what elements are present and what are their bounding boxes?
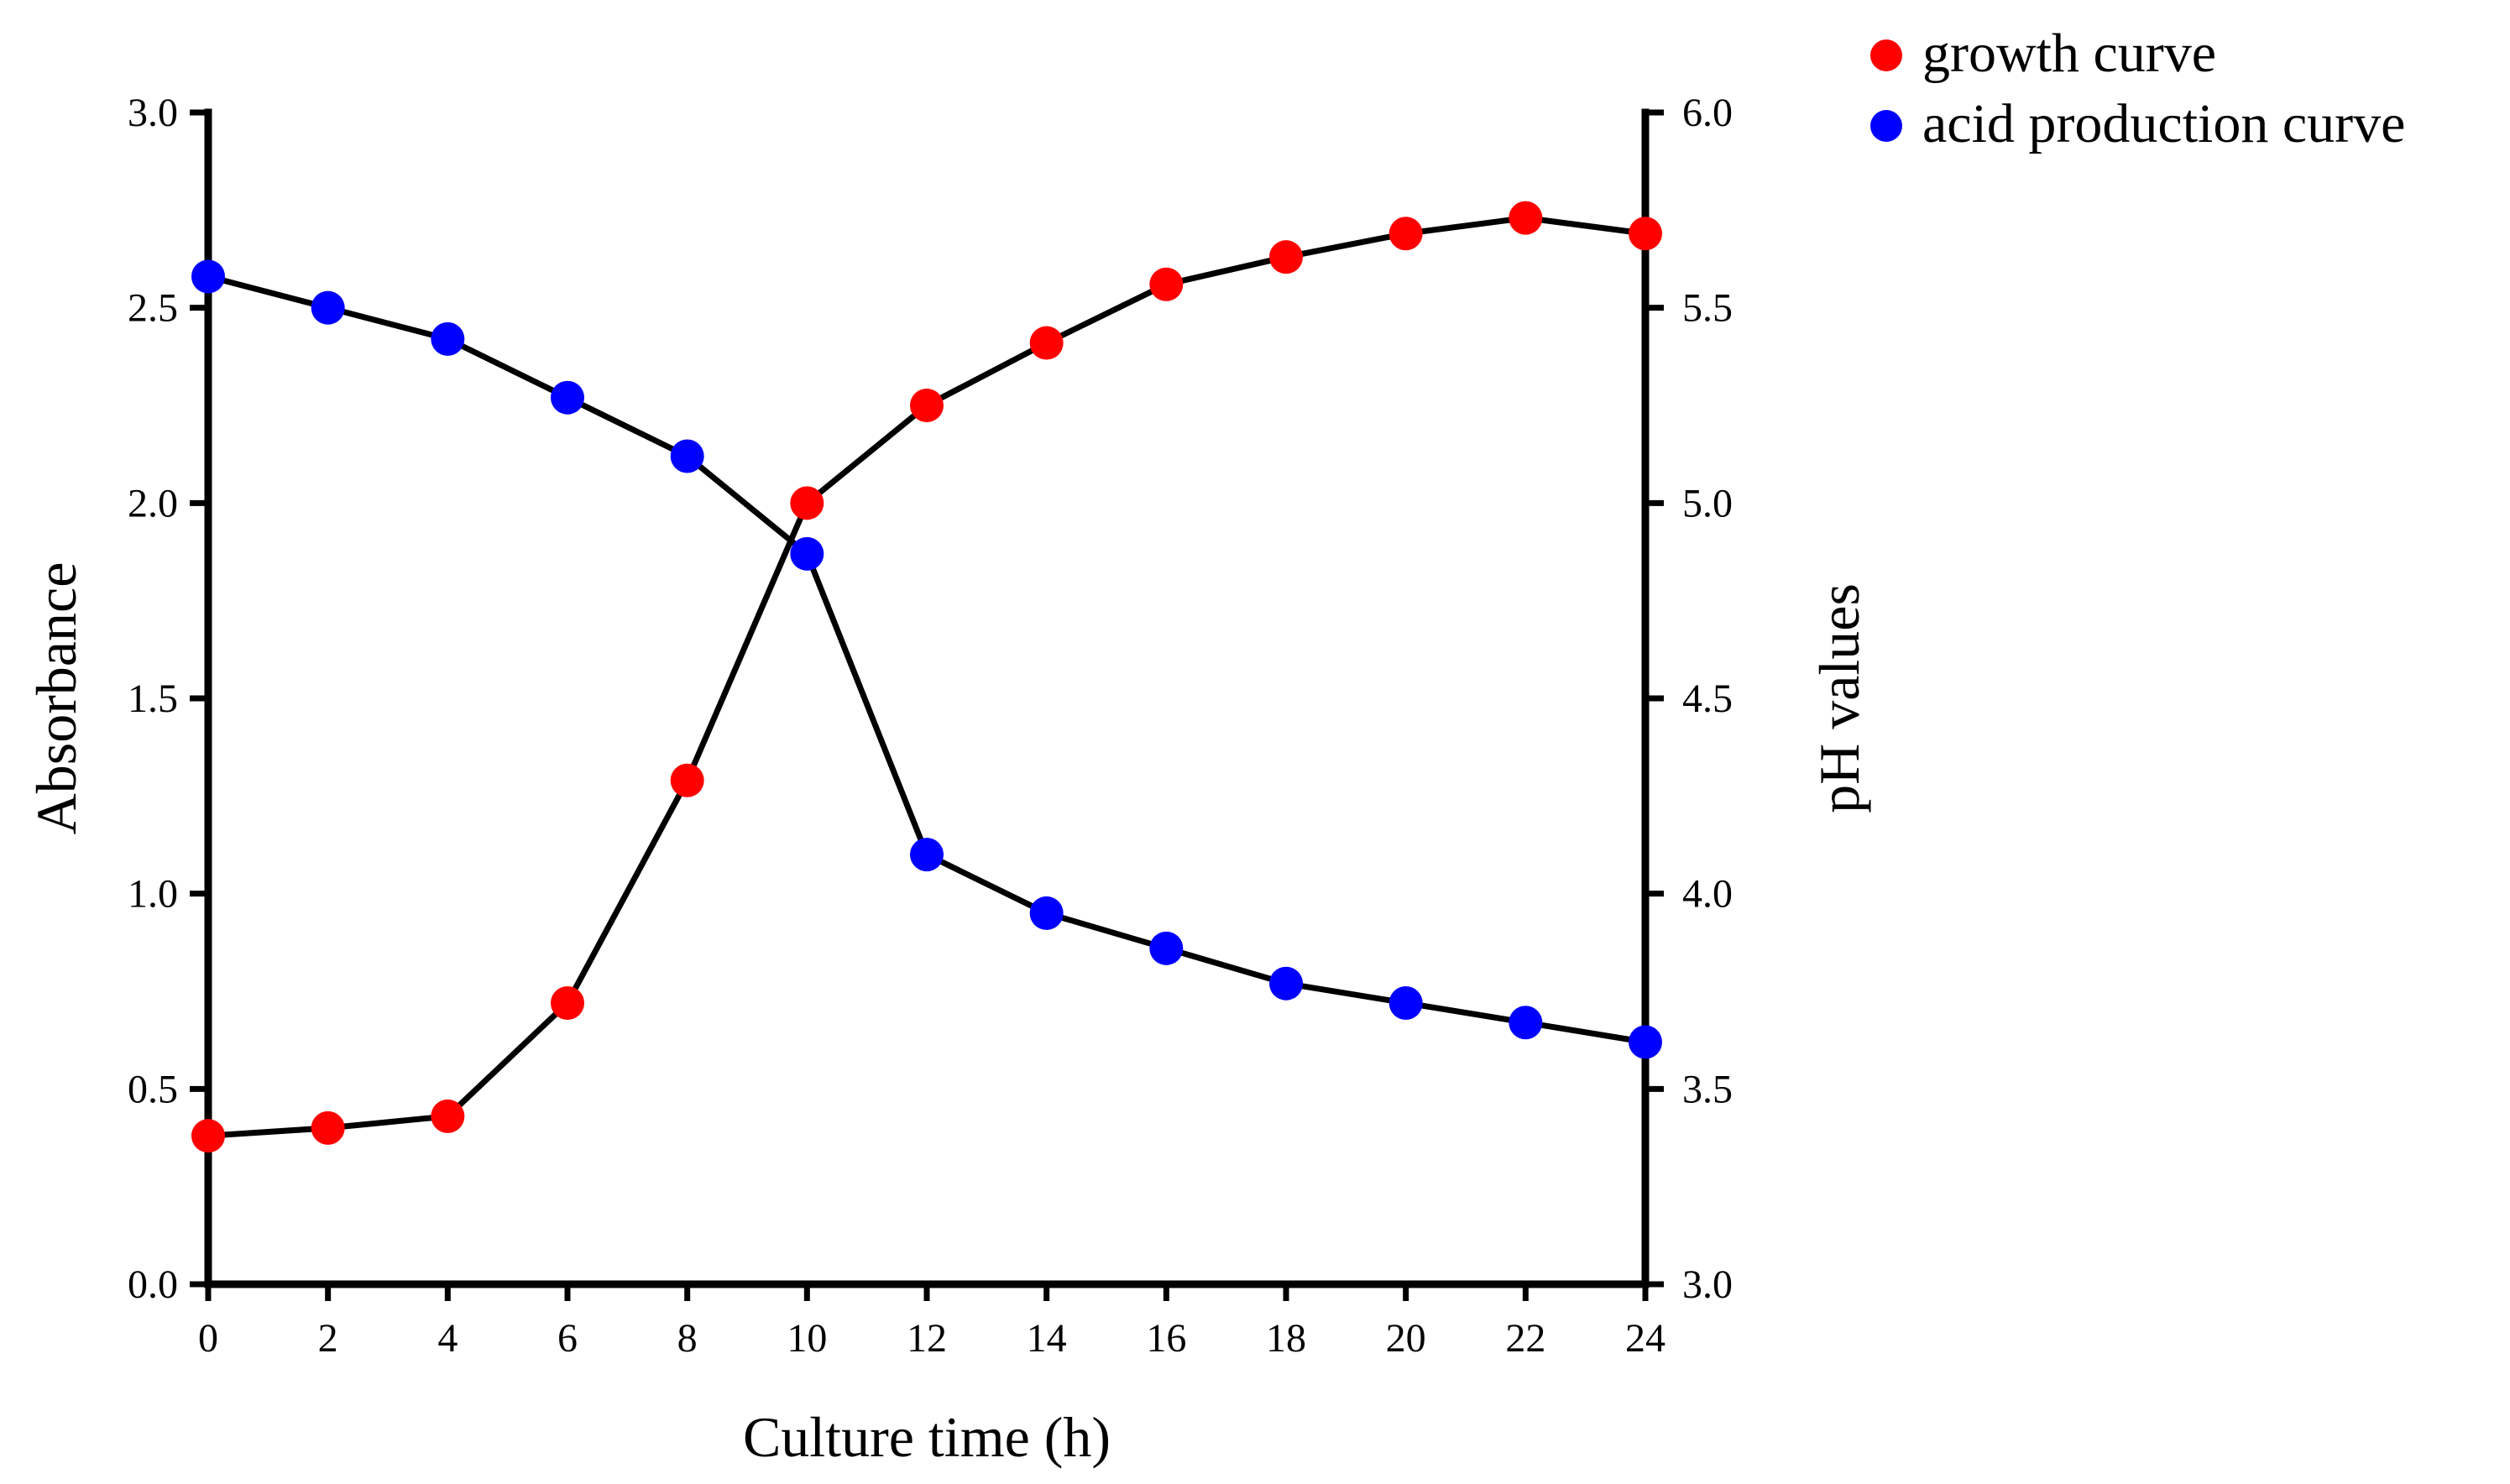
- legend-marker-growth-curve: [1870, 39, 1902, 71]
- x-tick-label: 12: [907, 1316, 947, 1361]
- data-point-acid-production-curve: [191, 259, 225, 294]
- data-point-acid-production-curve: [431, 321, 465, 356]
- x-tick-label: 8: [677, 1316, 698, 1361]
- series-points: [191, 201, 1662, 1153]
- left-y-tick-label: 2.0: [128, 481, 178, 525]
- legend-label-growth-curve: growth curve: [1922, 23, 2216, 84]
- x-tick-label: 16: [1146, 1316, 1186, 1361]
- data-point-acid-production-curve: [790, 536, 824, 571]
- data-point-acid-production-curve: [670, 439, 704, 473]
- series-line-growth-curve: [207, 215, 1646, 1139]
- data-point-acid-production-curve: [1509, 1006, 1543, 1040]
- x-tick-label: 0: [198, 1316, 218, 1361]
- x-tick-label: 20: [1386, 1316, 1426, 1361]
- x-axis-title: Culture time (h): [743, 1405, 1111, 1469]
- data-point-growth-curve: [1388, 217, 1423, 251]
- legend-label-acid-production-curve: acid production curve: [1922, 93, 2405, 154]
- x-tick-label: 10: [787, 1316, 827, 1361]
- right-y-tick-label: 4.5: [1682, 677, 1733, 721]
- data-point-acid-production-curve: [551, 380, 584, 415]
- axes: [204, 108, 1650, 1288]
- data-point-acid-production-curve: [1149, 931, 1184, 965]
- right-y-tick-label: 5.0: [1682, 481, 1733, 525]
- data-point-acid-production-curve: [910, 838, 944, 872]
- legend-marker-acid-production-curve: [1870, 110, 1902, 142]
- data-point-growth-curve: [1029, 326, 1064, 360]
- left-y-tick-label: 3.0: [128, 91, 178, 135]
- right-y-ticks: 3.0 3.5 4.0 4.5 5.0 5.5 6.0: [1645, 91, 1733, 1307]
- data-point-growth-curve: [1629, 217, 1662, 251]
- x-tick-label: 4: [437, 1316, 458, 1361]
- series-lines: [207, 215, 1646, 1139]
- legend-item-growth-curve: growth curve: [1870, 23, 2216, 84]
- data-point-growth-curve: [790, 486, 824, 520]
- data-point-growth-curve: [1509, 201, 1543, 235]
- data-point-growth-curve: [670, 763, 704, 797]
- right-y-tick-label: 6.0: [1682, 91, 1733, 135]
- left-y-tick-label: 2.5: [128, 286, 178, 331]
- data-point-acid-production-curve: [1388, 985, 1423, 1020]
- left-y-tick-label: 0.0: [128, 1262, 178, 1307]
- data-point-acid-production-curve: [1629, 1025, 1662, 1059]
- right-y-tick-label: 3.5: [1682, 1067, 1733, 1111]
- x-tick-label: 2: [318, 1316, 338, 1361]
- right-y-tick-label: 3.0: [1682, 1262, 1733, 1307]
- x-tick-label: 6: [557, 1316, 578, 1361]
- data-point-acid-production-curve: [311, 290, 345, 325]
- right-y-axis-title: pH values: [1807, 583, 1871, 813]
- legend-item-acid-production-curve: acid production curve: [1870, 93, 2405, 154]
- left-y-tick-label: 0.5: [128, 1067, 178, 1111]
- left-y-tick-label: 1.0: [128, 872, 178, 917]
- left-y-tick-label: 1.5: [128, 677, 178, 721]
- data-point-growth-curve: [1269, 240, 1303, 274]
- left-y-axis-title: Absorbance: [24, 562, 88, 835]
- left-y-ticks: 0.0 0.5 1.0 1.5 2.0 2.5 3.0: [128, 91, 208, 1307]
- x-tick-label: 18: [1266, 1316, 1306, 1361]
- data-point-acid-production-curve: [1269, 966, 1303, 1001]
- x-tick-label: 24: [1625, 1316, 1665, 1361]
- x-ticks: 0 2 4 6 8 10 12 14 16 18 20 22 24: [198, 1284, 1665, 1361]
- data-point-growth-curve: [910, 389, 944, 422]
- x-tick-label: 14: [1027, 1316, 1067, 1361]
- data-point-growth-curve: [311, 1110, 345, 1145]
- x-tick-label: 22: [1505, 1316, 1545, 1361]
- data-point-growth-curve: [431, 1099, 465, 1133]
- data-point-growth-curve: [191, 1119, 225, 1153]
- right-y-tick-label: 5.5: [1682, 286, 1733, 331]
- data-point-growth-curve: [551, 985, 584, 1020]
- data-point-acid-production-curve: [1029, 896, 1064, 930]
- right-y-tick-label: 4.0: [1682, 872, 1733, 917]
- legend: growth curve acid production curve: [1870, 23, 2405, 154]
- data-point-growth-curve: [1149, 267, 1184, 301]
